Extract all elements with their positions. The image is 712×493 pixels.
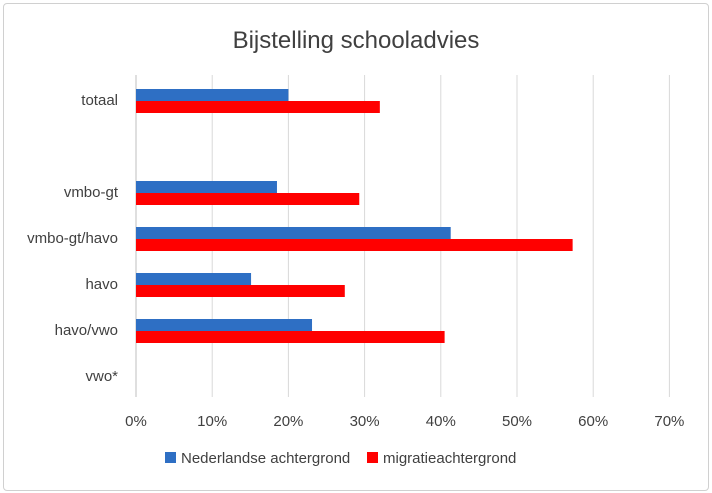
bar-migratie bbox=[136, 285, 345, 297]
bar-nederlandse bbox=[136, 227, 451, 239]
x-tick-label: 60% bbox=[578, 413, 608, 430]
x-tick-label: 20% bbox=[273, 413, 303, 430]
x-tick-label: 70% bbox=[654, 413, 684, 430]
bar-nederlandse bbox=[136, 273, 252, 285]
bar-nederlandse bbox=[136, 181, 277, 193]
x-tick-label: 10% bbox=[197, 413, 227, 430]
x-tick-label: 40% bbox=[426, 413, 456, 430]
category-label: totaal bbox=[81, 92, 118, 109]
x-tick-label: 30% bbox=[350, 413, 380, 430]
bar-migratie bbox=[136, 193, 360, 205]
x-tick-label: 0% bbox=[125, 413, 147, 430]
bar-nederlandse bbox=[136, 319, 313, 331]
legend-swatch bbox=[165, 452, 176, 463]
legend-label: migratieachtergrond bbox=[383, 450, 516, 467]
category-label: havo bbox=[85, 276, 118, 293]
legend-swatch bbox=[367, 452, 378, 463]
category-label: vmbo-gt/havo bbox=[27, 230, 118, 247]
bar-nederlandse bbox=[136, 89, 289, 101]
bar-migratie bbox=[136, 239, 573, 251]
bar-migratie bbox=[136, 331, 445, 343]
legend-label: Nederlandse achtergrond bbox=[181, 450, 350, 467]
bar-migratie bbox=[136, 101, 380, 113]
category-label: havo/vwo bbox=[55, 322, 118, 339]
chart-title: Bijstelling schooladvies bbox=[233, 27, 480, 54]
category-label: vwo* bbox=[85, 368, 118, 385]
x-tick-label: 50% bbox=[502, 413, 532, 430]
category-label: vmbo-gt bbox=[64, 184, 119, 201]
